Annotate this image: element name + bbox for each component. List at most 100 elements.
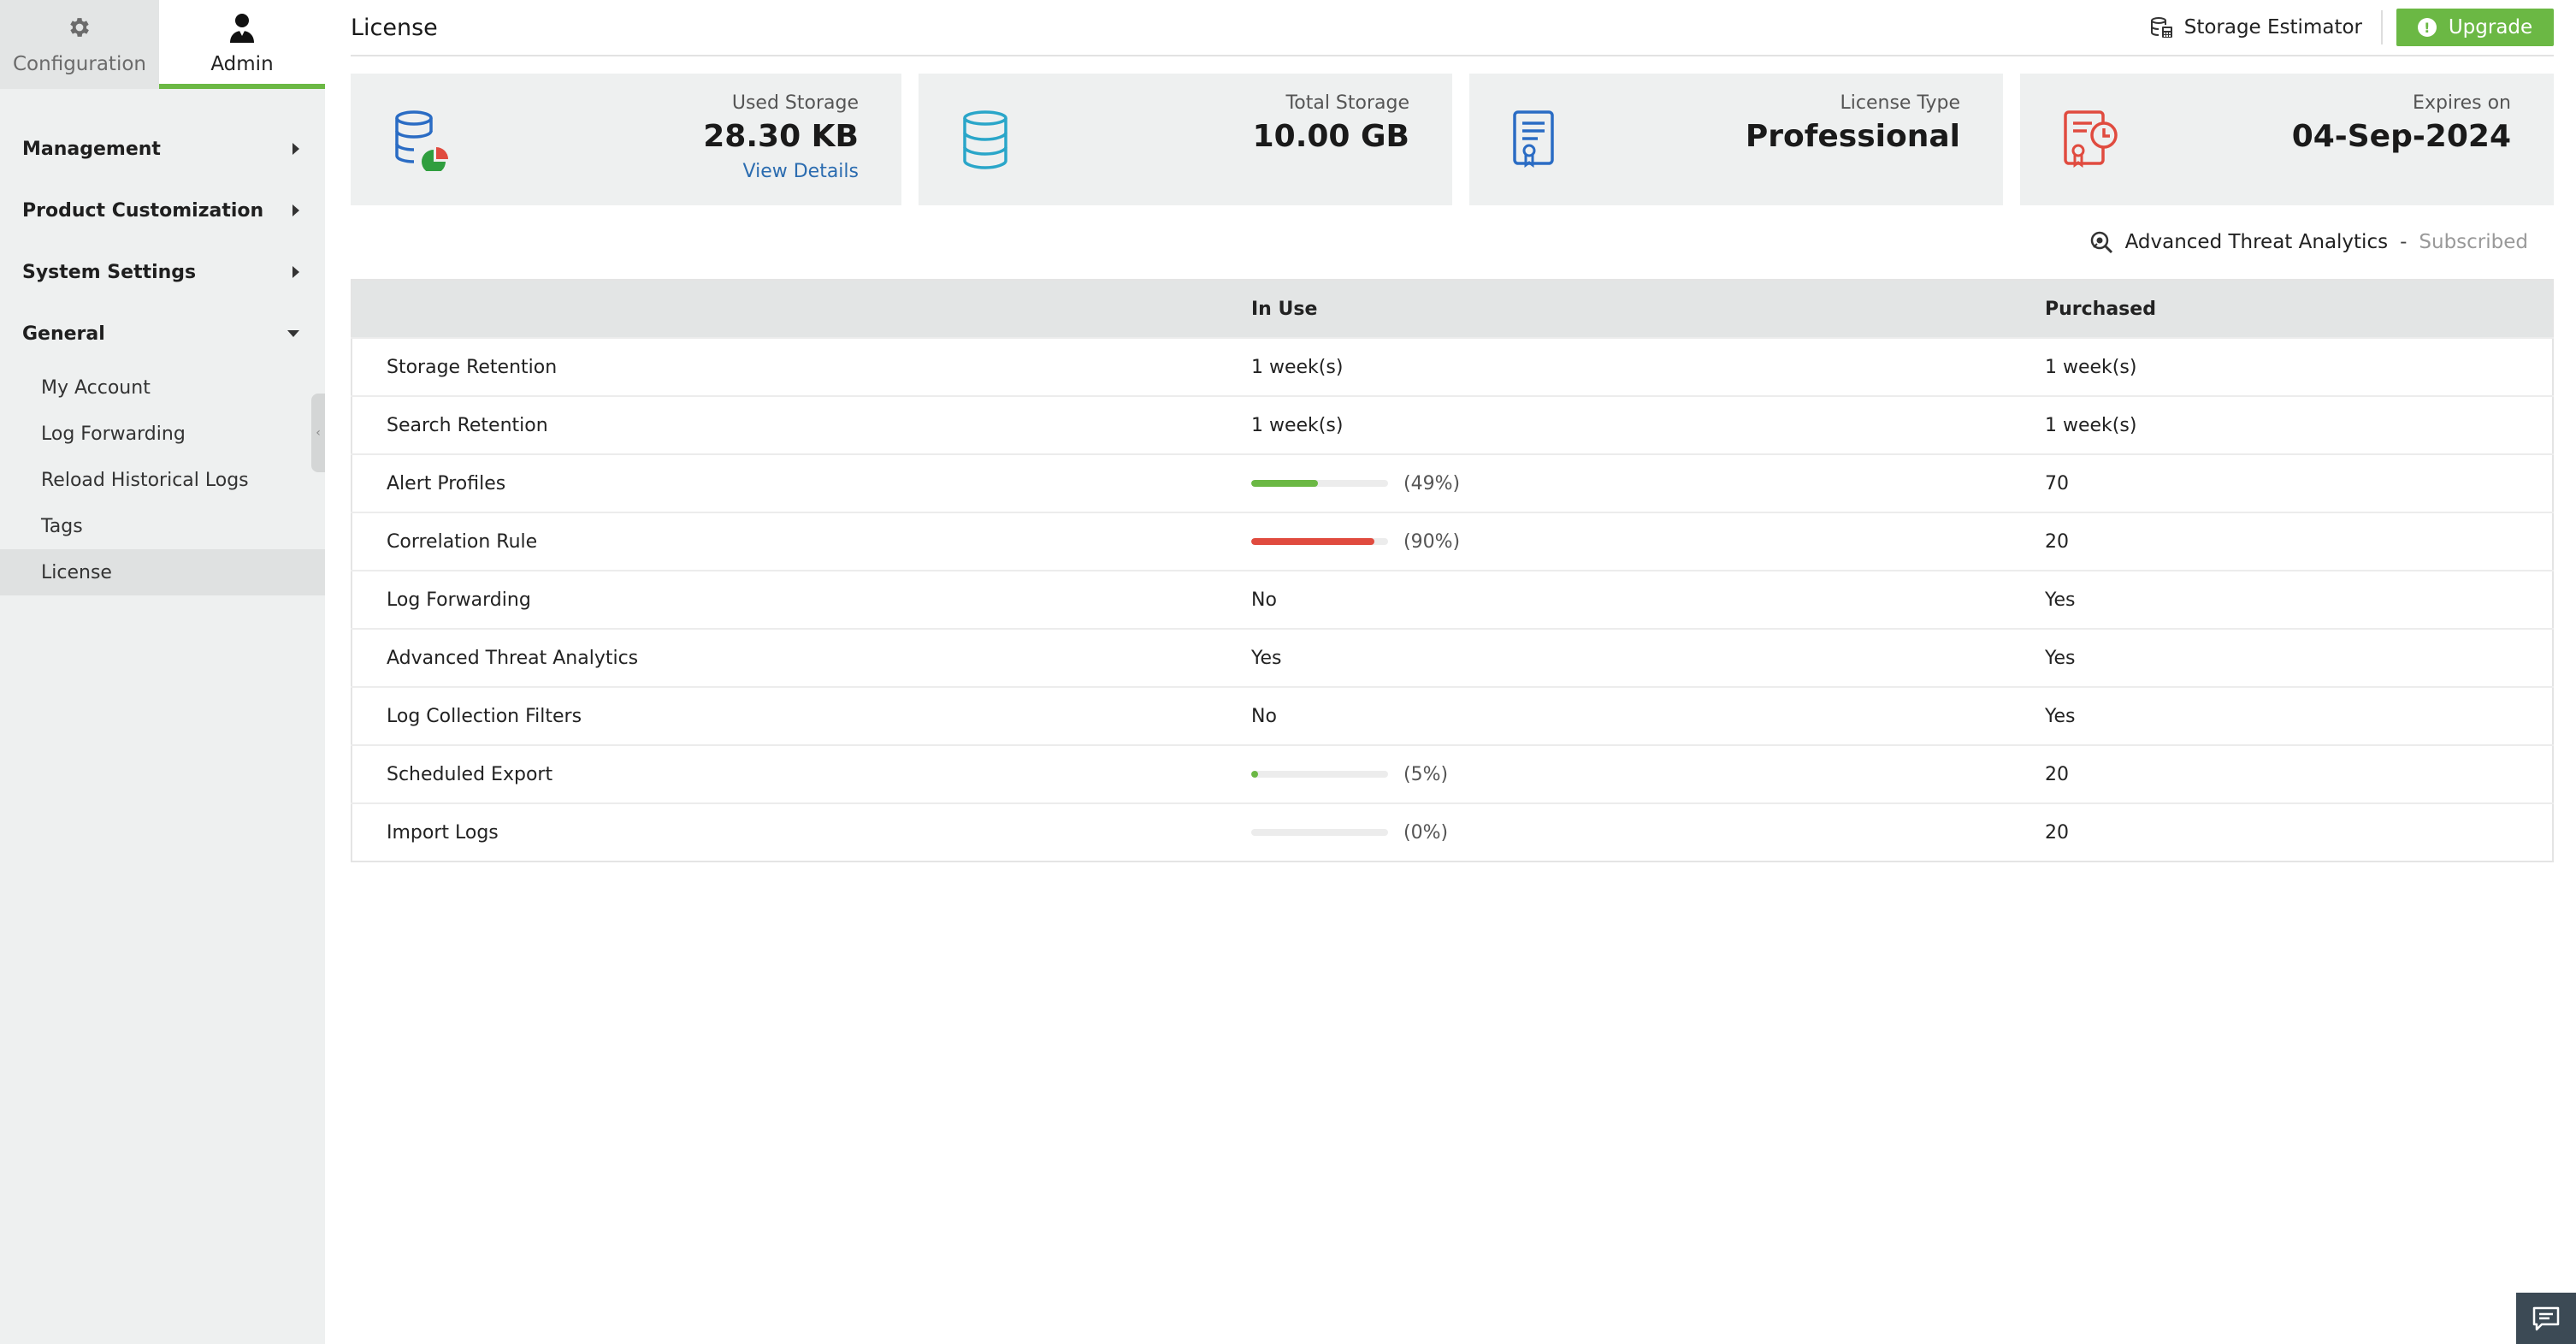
sidebar: Configuration Admin Management Product C… [0,0,325,1344]
storage-estimator-button[interactable]: Storage Estimator [2150,10,2383,44]
used-storage-label: Used Storage [731,92,859,114]
usage-progress-track [1251,480,1388,487]
table-row: Import Logs (0%) 20 [352,802,2553,861]
row-in-use: Yes [1251,628,2045,687]
row-name: Storage Retention [352,337,1251,396]
card-used-storage-text: Used Storage 28.30 KB View Details [703,92,859,182]
header-in-use: In Use [1251,280,2045,338]
card-license-type-text: License Type Professional [1746,92,1960,154]
ata-status: Subscribed [2419,231,2528,253]
tab-configuration[interactable]: Configuration [0,0,159,89]
tab-admin[interactable]: Admin [159,0,325,89]
row-name: Log Collection Filters [352,686,1251,745]
row-purchased: 1 week(s) [2045,337,2553,396]
table-row: Log Collection Filters No Yes [352,686,2553,745]
usage-progress: (5%) [1251,764,2045,785]
caret-right-icon [292,266,299,278]
sidebar-collapse-handle[interactable]: ‹ [311,394,325,472]
license-summary-cards: Used Storage 28.30 KB View Details Total… [351,74,2554,205]
menu-product-customization-label: Product Customization [22,199,264,222]
table-header-row: In Use Purchased [352,280,2553,338]
usage-progress-track [1251,829,1388,836]
row-purchased: 20 [2045,512,2553,571]
total-storage-label: Total Storage [1285,92,1409,114]
row-name: Search Retention [352,395,1251,454]
sidebar-item-my-account[interactable]: My Account [41,376,151,399]
card-expires-on: Expires on 04-Sep-2024 [2020,74,2554,205]
upgrade-icon: ! [2417,18,2437,37]
header-name [352,280,1251,338]
card-used-storage: Used Storage 28.30 KB View Details [351,74,901,205]
row-name: Import Logs [352,802,1251,861]
menu-management[interactable]: Management [0,118,325,180]
row-purchased: 20 [2045,802,2553,861]
header-purchased: Purchased [2045,280,2553,338]
usage-progress-track [1251,538,1388,545]
database-icon [960,110,1011,175]
expires-on-value: 04-Sep-2024 [2291,119,2511,154]
usage-percent: (90%) [1403,530,1461,553]
row-in-use-progress: (0%) [1251,802,2045,861]
total-storage-value: 10.00 GB [1252,119,1409,154]
storage-estimator-label: Storage Estimator [2183,16,2362,38]
card-total-storage-text: Total Storage 10.00 GB [1253,92,1409,154]
usage-progress: (49%) [1251,473,2045,494]
usage-progress-track [1251,771,1388,778]
header-actions: Storage Estimator ! Upgrade [2150,0,2554,56]
card-expires-on-text: Expires on 04-Sep-2024 [2292,92,2511,154]
chat-button[interactable] [2516,1293,2576,1344]
header-bar: License Storage Estimator ! Upgrade [351,0,2554,56]
table-row: Correlation Rule (90%) 20 [352,512,2553,571]
menu-system-settings[interactable]: System Settings [0,241,325,303]
usage-progress-fill [1251,538,1374,545]
certificate-clock-icon [2063,110,2119,173]
sidebar-item-reload-historical-logs[interactable]: Reload Historical Logs [41,469,249,491]
ata-name: Advanced Threat Analytics [2124,231,2389,253]
row-purchased: 20 [2045,744,2553,803]
view-details-link[interactable]: View Details [742,161,859,182]
row-name: Correlation Rule [352,512,1251,571]
used-storage-value: 28.30 KB [703,119,859,154]
row-in-use: 1 week(s) [1251,337,2045,396]
menu-general-label: General [22,323,105,345]
row-purchased: Yes [2045,686,2553,745]
upgrade-label: Upgrade [2448,16,2533,38]
table-row: Search Retention 1 week(s) 1 week(s) [352,395,2553,454]
usage-percent: (5%) [1403,763,1449,785]
table-body: Storage Retention 1 week(s) 1 week(s) Searc… [352,337,2553,861]
user-icon [228,10,256,44]
menu-product-customization[interactable]: Product Customization [0,180,325,241]
usage-percent: (49%) [1403,472,1461,494]
caret-right-icon [292,204,299,216]
row-in-use-progress: (90%) [1251,512,2045,571]
sidebar-item-license[interactable]: License [0,549,325,595]
usage-progress: (90%) [1251,531,2045,553]
row-in-use: No [1251,686,2045,745]
tab-admin-label: Admin [210,53,274,75]
menu-general[interactable]: General [0,303,325,364]
row-in-use: 1 week(s) [1251,395,2045,454]
table-row: Log Forwarding No Yes [352,570,2553,629]
caret-right-icon [292,143,299,155]
row-in-use-progress: (49%) [1251,453,2045,512]
sidebar-item-log-forwarding[interactable]: Log Forwarding [41,423,186,445]
threat-analytics-icon [2090,231,2112,254]
chat-icon [2532,1306,2560,1331]
sidebar-item-tags[interactable]: Tags [41,515,83,537]
ata-separator: - [2400,231,2408,253]
certificate-icon [1512,110,1557,173]
usage-progress-fill [1251,480,1319,487]
gear-icon [67,10,92,44]
page-title: License [351,14,438,41]
row-purchased: 70 [2045,453,2553,512]
table-row: Alert Profiles (49%) 70 [352,453,2553,512]
table-row: Storage Retention 1 week(s) 1 week(s) [352,337,2553,396]
database-pie-icon [393,110,453,175]
upgrade-button[interactable]: ! Upgrade [2396,9,2554,46]
row-in-use: No [1251,570,2045,629]
expires-on-label: Expires on [2413,92,2511,114]
top-tabs: Configuration Admin [0,0,325,89]
row-name: Log Forwarding [352,570,1251,629]
row-in-use-progress: (5%) [1251,744,2045,803]
row-purchased: 1 week(s) [2045,395,2553,454]
